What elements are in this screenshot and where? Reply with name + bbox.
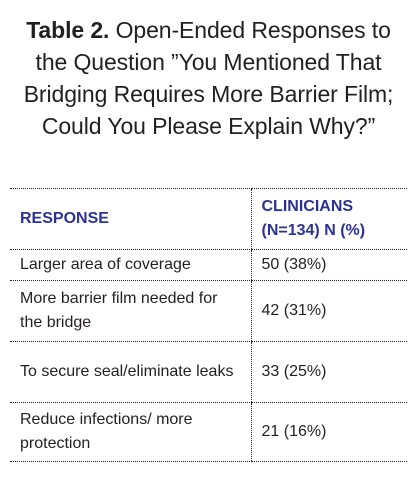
table-title-label: Table 2. — [26, 17, 110, 43]
table-row: More barrier film needed for the bridge … — [10, 280, 407, 342]
table-row: Larger area of coverage 50 (38%) — [10, 249, 407, 281]
table-title: Table 2. Open-Ended Responses to the Que… — [12, 14, 405, 142]
table-header-row: RESPONSE CLINICIANS (N=134) N (%) — [10, 188, 407, 250]
value-cell: 50 (38%) — [250, 249, 407, 281]
value-cell: 21 (16%) — [250, 402, 407, 462]
response-cell: Larger area of coverage — [10, 249, 251, 281]
table-row: To secure seal/eliminate leaks 33 (25%) — [10, 341, 407, 403]
value-cell: 33 (25%) — [250, 341, 407, 403]
header-response: RESPONSE — [10, 188, 251, 250]
responses-table: RESPONSE CLINICIANS (N=134) N (%) Larger… — [10, 188, 407, 462]
table-title-text: Open-Ended Responses to the Question ”Yo… — [23, 17, 394, 139]
response-cell: To secure seal/eliminate leaks — [10, 341, 251, 403]
header-clinicians: CLINICIANS (N=134) N (%) — [250, 188, 407, 250]
response-cell: Reduce infections/ more protection — [10, 402, 251, 462]
value-cell: 42 (31%) — [250, 280, 407, 342]
table-row: Reduce infections/ more protection 21 (1… — [10, 402, 407, 462]
response-cell: More barrier film needed for the bridge — [10, 280, 251, 342]
